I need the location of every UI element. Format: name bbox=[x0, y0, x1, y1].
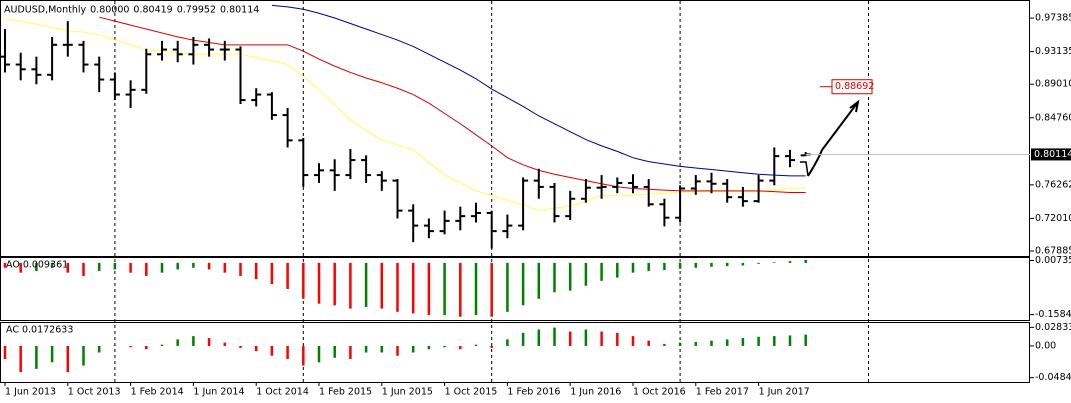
x-tick-label: 1 Feb 2017 bbox=[696, 387, 749, 398]
y-tick-label: 0.00735 bbox=[1035, 255, 1071, 266]
target-box bbox=[831, 79, 873, 95]
indicator-label: AC 0.0172633 bbox=[6, 325, 73, 336]
y-tick-label: 0.67885 bbox=[1035, 245, 1071, 256]
indicator-label: AO 0.009361 bbox=[6, 260, 68, 271]
ohlc-value: 0.80000 bbox=[90, 5, 129, 16]
y-tick-label: 0.84760 bbox=[1035, 112, 1071, 123]
current-price-box bbox=[1031, 148, 1071, 161]
price-panel bbox=[0, 0, 1030, 257]
y-tick-label: 0.97385 bbox=[1035, 13, 1071, 24]
x-tick-label: 1 Jun 2016 bbox=[570, 387, 621, 398]
current-price-label: 0.80114 bbox=[1034, 149, 1071, 160]
x-tick-label: 1 Feb 2015 bbox=[319, 387, 372, 398]
ohlc-value: 0.80114 bbox=[220, 5, 259, 16]
x-tick-label: 1 Feb 2016 bbox=[507, 387, 560, 398]
y-tick-label: -0.15842 bbox=[1035, 309, 1071, 320]
arrow-head bbox=[849, 99, 860, 113]
moving-average bbox=[99, 16, 806, 193]
x-tick-label: 1 Jun 2013 bbox=[5, 387, 56, 398]
y-tick-label: -0.048418 bbox=[1035, 372, 1071, 383]
x-tick-label: 1 Oct 2015 bbox=[445, 387, 498, 398]
ao-panel bbox=[0, 257, 1030, 321]
ohlc-value: 0.79952 bbox=[177, 5, 216, 16]
ohlc-value: 0.80419 bbox=[133, 5, 172, 16]
y-tick-label: 0.93135 bbox=[1035, 46, 1071, 57]
moving-average bbox=[4, 18, 806, 212]
x-tick-label: 1 Oct 2014 bbox=[256, 387, 309, 398]
x-tick-label: 1 Jun 2014 bbox=[193, 387, 244, 398]
x-tick-label: 1 Jun 2017 bbox=[759, 387, 810, 398]
x-tick-label: 1 Jun 2015 bbox=[382, 387, 433, 398]
chart-title: AUDUSD,Monthly bbox=[4, 5, 87, 16]
x-tick-label: 1 Oct 2016 bbox=[633, 387, 686, 398]
x-tick-label: 1 Feb 2014 bbox=[131, 387, 184, 398]
y-tick-label: 0.89010 bbox=[1035, 79, 1071, 90]
y-tick-label: 0.028336 bbox=[1035, 322, 1071, 333]
target-label: 0.88692 bbox=[835, 81, 874, 92]
pointer bbox=[800, 161, 809, 177]
y-tick-label: 0.72010 bbox=[1035, 213, 1071, 224]
y-tick-label: 0.00 bbox=[1035, 340, 1056, 351]
y-tick-label: 0.76262 bbox=[1035, 179, 1071, 190]
x-tick-label: 1 Oct 2013 bbox=[68, 387, 121, 398]
ac-panel bbox=[0, 322, 1030, 383]
moving-average bbox=[271, 4, 806, 177]
arrow bbox=[807, 101, 859, 177]
